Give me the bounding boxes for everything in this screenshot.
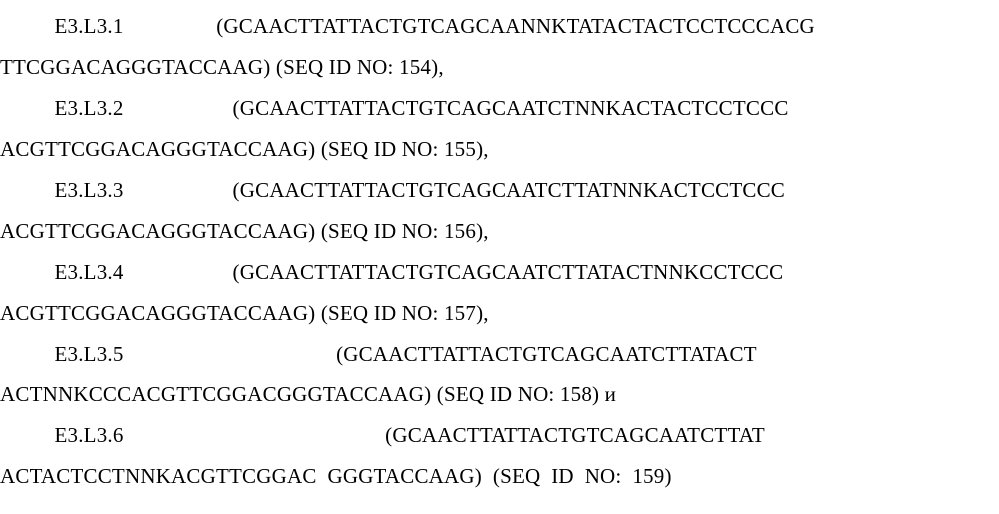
text-line: E3.L3.4 (GCAACTTATTACTGTCAGCAATCTTATACTN… — [0, 252, 999, 293]
text-line: ACGTTCGGACAGGGTACCAAG) (SEQ ID NO: 155), — [0, 129, 999, 170]
text-line: E3.L3.5 (GCAACTTATTACTGTCAGCAATCTTATACT — [0, 334, 999, 375]
text-line: E3.L3.3 (GCAACTTATTACTGTCAGCAATCTTATNNKA… — [0, 170, 999, 211]
text-line: ACTNNKCCCACGTTCGGACGGGTACCAAG) (SEQ ID N… — [0, 374, 999, 415]
text-line: E3.L3.2 (GCAACTTATTACTGTCAGCAATCTNNKACTA… — [0, 88, 999, 129]
text-line: ACGTTCGGACAGGGTACCAAG) (SEQ ID NO: 156), — [0, 211, 999, 252]
text-line: E3.L3.6 (GCAACTTATTACTGTCAGCAATCTTAT — [0, 415, 999, 456]
text-line: E3.L3.1 (GCAACTTATTACTGTCAGCAANNKTATACTA… — [0, 6, 999, 47]
text-line: ACTACTCCTNNKACGTTCGGAC GGGTACCAAG) (SEQ … — [0, 456, 999, 497]
text-line: ACGTTCGGACAGGGTACCAAG) (SEQ ID NO: 157), — [0, 293, 999, 334]
text-line: TTCGGACAGGGTACCAAG) (SEQ ID NO: 154), — [0, 47, 999, 88]
document-body: E3.L3.1 (GCAACTTATTACTGTCAGCAANNKTATACTA… — [0, 6, 999, 497]
